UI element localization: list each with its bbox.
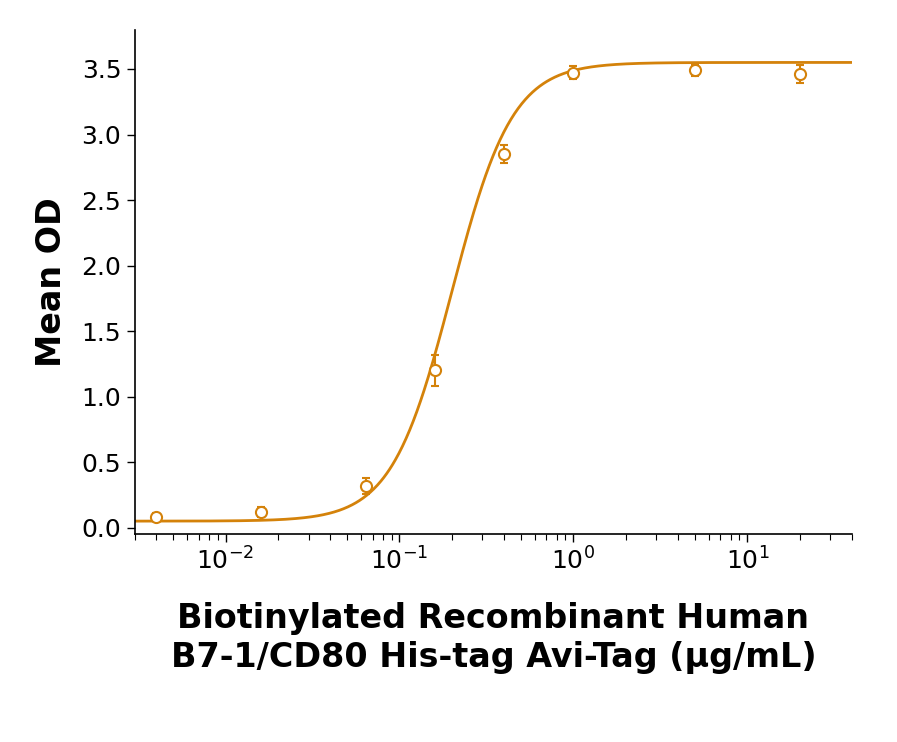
X-axis label: Biotinylated Recombinant Human
B7-1/CD80 His-tag Avi-Tag (μg/mL): Biotinylated Recombinant Human B7-1/CD80…: [170, 603, 816, 674]
Y-axis label: Mean OD: Mean OD: [35, 197, 67, 367]
